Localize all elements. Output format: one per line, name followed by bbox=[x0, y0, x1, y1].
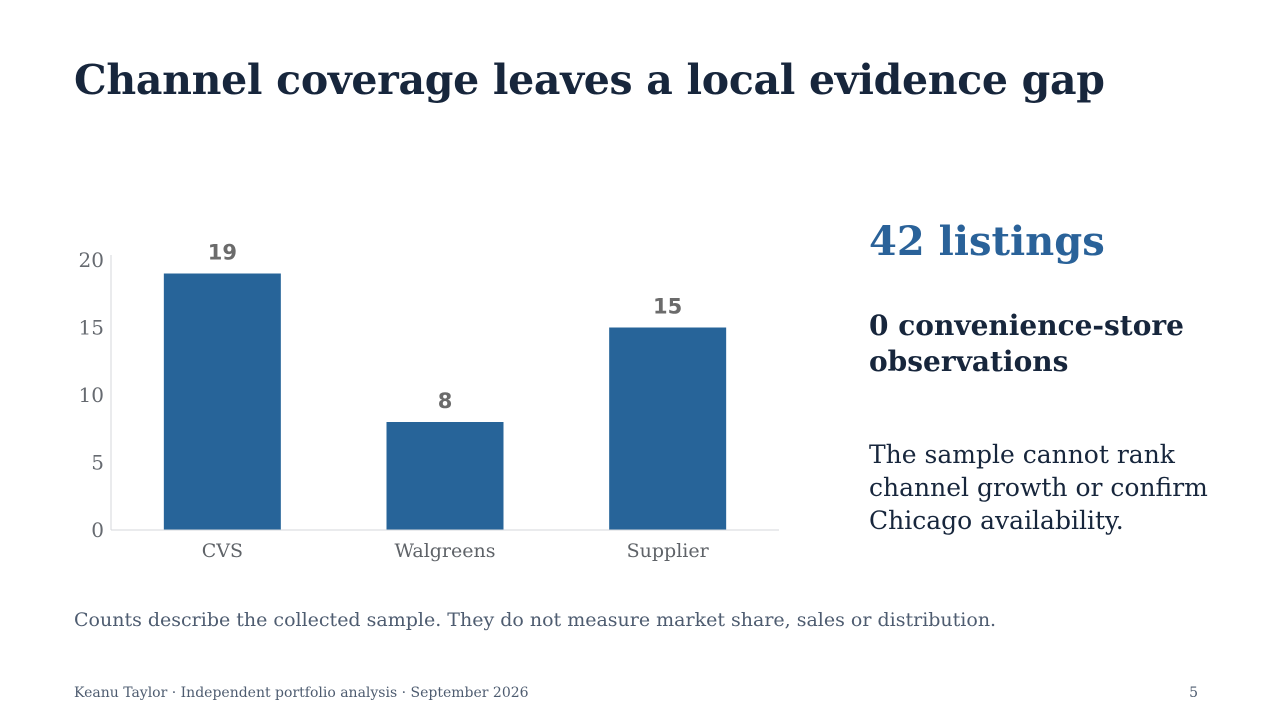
y-tick-label: 20 bbox=[79, 248, 104, 272]
bar-chart: 0 5 10 15 20 19 8 15 CVS Walgreens Supplier bbox=[79, 241, 779, 562]
x-tick-label: Walgreens bbox=[394, 540, 495, 562]
y-tick-label: 0 bbox=[91, 518, 104, 542]
data-label: 15 bbox=[653, 295, 682, 319]
data-label: 19 bbox=[208, 241, 237, 265]
bars bbox=[163, 273, 727, 530]
body-text: The sample cannot rank channel growth or… bbox=[869, 440, 1208, 535]
slide-title: Channel coverage leaves a local evidence… bbox=[74, 56, 1105, 104]
y-tick-label: 15 bbox=[79, 316, 104, 340]
data-label: 8 bbox=[438, 389, 453, 413]
x-axis-ticks: CVS Walgreens Supplier bbox=[202, 540, 710, 562]
footer-credit: Keanu Taylor · Independent portfolio ana… bbox=[74, 685, 529, 701]
subhead-convenience-store: 0 convenience-store observations bbox=[869, 309, 1184, 378]
bar-supplier bbox=[609, 327, 727, 530]
data-labels: 19 8 15 bbox=[208, 241, 683, 414]
x-tick-label: Supplier bbox=[627, 540, 710, 562]
y-tick-label: 5 bbox=[91, 451, 104, 475]
x-tick-label: CVS bbox=[202, 540, 243, 562]
page-number: 5 bbox=[1189, 685, 1198, 701]
y-axis-ticks: 0 5 10 15 20 bbox=[79, 248, 104, 542]
kpi-listings: 42 listings bbox=[869, 218, 1105, 265]
bar-walgreens bbox=[386, 422, 504, 530]
y-tick-label: 10 bbox=[79, 383, 104, 407]
bar-cvs bbox=[163, 273, 281, 530]
footnote: Counts describe the collected sample. Th… bbox=[74, 609, 997, 631]
